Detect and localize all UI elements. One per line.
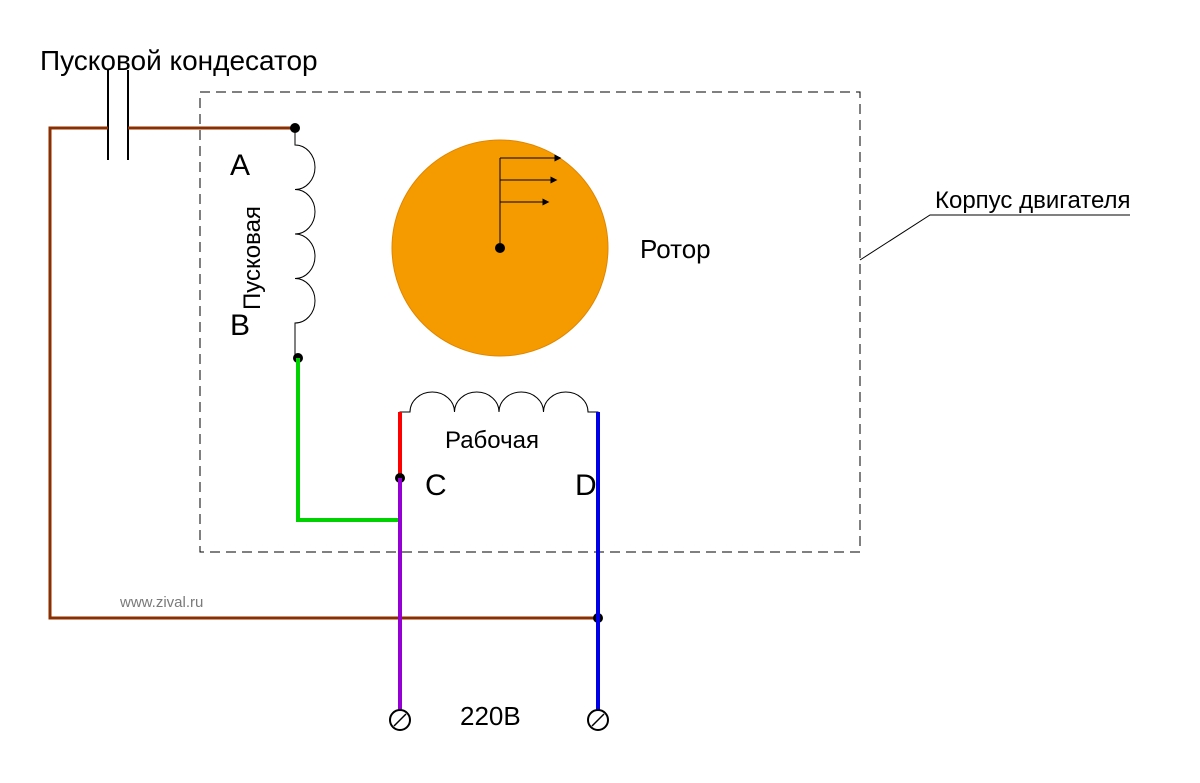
start-winding-coil xyxy=(295,128,315,358)
node-D-label: D xyxy=(575,469,597,502)
wire-green xyxy=(298,358,400,520)
voltage-label: 220В xyxy=(460,701,521,731)
start-winding-label: Пусковая xyxy=(239,206,266,310)
node-A-label: А xyxy=(230,149,250,182)
housing-label: Корпус двигателя xyxy=(935,187,1131,214)
node-C-label: С xyxy=(425,469,447,502)
rotor-label: Ротор xyxy=(640,234,711,264)
run-winding-label: Рабочая xyxy=(445,427,539,454)
capacitor-title-label: Пусковой кондесатор xyxy=(40,45,318,76)
housing-leader-line xyxy=(860,215,1130,260)
watermark-text: www.zival.ru xyxy=(119,594,203,611)
node-B-label: В xyxy=(230,309,250,342)
